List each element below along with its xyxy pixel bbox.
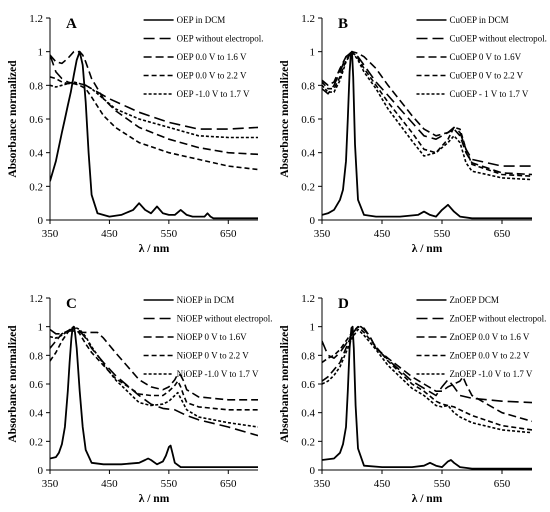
series-line xyxy=(50,50,258,220)
legend-label: ZnOEP without electropol. xyxy=(450,314,547,324)
series-line xyxy=(322,325,532,404)
legend-label: ZnOEP 0.0 V to 1.6 V xyxy=(450,332,530,342)
y-axis-title: Absorbance normalized xyxy=(279,325,291,443)
series-line xyxy=(322,50,532,220)
x-tick-label: 350 xyxy=(314,228,331,240)
chart-panel-b: 0 0.2 0.4 0.6 0.8 1 1.2 350 450 550 650 λ / nm Absor… xyxy=(279,13,547,255)
legend-label: OEP 0.0 V to 2.2 V xyxy=(177,71,247,81)
series-line xyxy=(50,50,258,156)
legend-label: CuOEP without electropol. xyxy=(450,34,547,44)
x-tick-label: 650 xyxy=(494,478,511,490)
x-tick-label: 550 xyxy=(434,228,451,240)
y-tick-label: 0.6 xyxy=(29,379,43,391)
x-axis-title: λ / nm xyxy=(412,243,443,255)
x-tick-label: 450 xyxy=(101,228,118,240)
y-tick-label: 1.2 xyxy=(301,293,315,305)
x-tick-label: 550 xyxy=(434,478,451,490)
y-tick-label: 0.4 xyxy=(301,408,315,420)
x-tick-label: 650 xyxy=(220,478,237,490)
panel-letter: D xyxy=(338,296,349,312)
series-line xyxy=(322,325,532,470)
series-line xyxy=(322,325,532,431)
x-tick-label: 550 xyxy=(161,228,178,240)
legend-label: CuOEP 0 V to 2.2 V xyxy=(450,71,524,81)
legend-label: CuOEP - 1 V to 1.7 V xyxy=(450,89,529,99)
legend-label: CuOEP in DCM xyxy=(450,15,509,25)
y-tick-label: 0 xyxy=(38,215,44,227)
y-tick-label: 0.8 xyxy=(29,350,43,362)
y-tick-label: 0.6 xyxy=(29,114,43,126)
legend-label: OEP without electropol. xyxy=(177,34,264,44)
series-line xyxy=(322,328,532,434)
y-tick-label: 1 xyxy=(38,322,44,334)
legend-label: ZnOEP 0.0 V to 2.2 V xyxy=(450,351,530,361)
panel-letter: B xyxy=(338,16,348,32)
chart-panel-c: 0 0.2 0.4 0.6 0.8 1 1.2 350 450 550 650 λ / nm Absor… xyxy=(7,293,273,505)
legend-label: ZnOEP DCM xyxy=(450,295,499,305)
series-line xyxy=(50,325,258,428)
x-tick-label: 450 xyxy=(374,228,391,240)
legend-label: CuOEP 0 V to 1.6V xyxy=(450,52,522,62)
x-axis-title: λ / nm xyxy=(139,243,170,255)
y-tick-label: 1 xyxy=(310,322,316,334)
series-line xyxy=(322,50,532,167)
y-tick-label: 0.8 xyxy=(29,80,43,92)
x-axis-title: λ / nm xyxy=(412,493,443,505)
y-tick-label: 1 xyxy=(38,47,44,59)
legend-label: ZnOEP -1.0 V to 1.7 V xyxy=(450,369,533,379)
y-tick-label: 1.2 xyxy=(29,293,43,305)
y-tick-label: 0.6 xyxy=(301,114,315,126)
y-tick-label: 0 xyxy=(38,465,44,477)
x-tick-label: 450 xyxy=(101,478,118,490)
series-line xyxy=(322,50,532,177)
y-tick-label: 0.4 xyxy=(29,148,43,160)
y-axis-title: Absorbance normalized xyxy=(7,60,19,178)
chart-panel-d: 0 0.2 0.4 0.6 0.8 1 1.2 350 450 550 650 λ / nm Absor… xyxy=(279,293,546,505)
series-line xyxy=(322,50,532,176)
series-line xyxy=(322,325,532,423)
legend-label: NiOEP without electropol. xyxy=(177,314,273,324)
x-tick-label: 650 xyxy=(220,228,237,240)
legend-label: NiOEP 0 V to 1.6V xyxy=(177,332,248,342)
y-tick-label: 1.2 xyxy=(301,13,315,25)
panel-letter: A xyxy=(66,16,77,32)
y-tick-label: 0.8 xyxy=(301,350,315,362)
y-tick-label: 0 xyxy=(310,215,316,227)
x-axis-title: λ / nm xyxy=(139,493,170,505)
y-tick-label: 0.4 xyxy=(301,148,315,160)
series-line xyxy=(50,81,258,139)
y-tick-label: 0.6 xyxy=(301,379,315,391)
x-tick-label: 650 xyxy=(494,228,511,240)
x-tick-label: 350 xyxy=(42,478,59,490)
series-line xyxy=(50,330,258,401)
chart-panel-a: 0 0.2 0.4 0.6 0.8 1 1.2 350 450 550 650 λ / nm Absor… xyxy=(7,13,264,255)
x-tick-label: 350 xyxy=(314,478,331,490)
legend-label: NiOEP -1.0 V to 1.7 V xyxy=(177,369,259,379)
y-tick-label: 0.8 xyxy=(301,80,315,92)
series-line xyxy=(322,50,532,181)
y-tick-label: 0.2 xyxy=(29,181,43,193)
y-tick-label: 0 xyxy=(310,465,316,477)
series-line xyxy=(50,76,258,171)
y-tick-label: 1.2 xyxy=(29,13,43,25)
legend-label: OEP -1.0 V to 1.7 V xyxy=(177,89,250,99)
panel-letter: C xyxy=(66,296,77,312)
legend-label: OEP 0.0 V to 1.6 V xyxy=(177,52,247,62)
y-tick-label: 0.2 xyxy=(301,436,315,448)
x-tick-label: 350 xyxy=(42,228,59,240)
x-tick-label: 450 xyxy=(374,478,391,490)
legend-label: NiOEP in DCM xyxy=(177,295,235,305)
y-axis-title: Absorbance normalized xyxy=(7,325,19,443)
x-tick-label: 550 xyxy=(161,478,178,490)
y-tick-label: 0.2 xyxy=(29,436,43,448)
y-tick-label: 0.4 xyxy=(29,408,43,420)
y-axis-title: Absorbance normalized xyxy=(279,60,291,178)
y-tick-label: 0.2 xyxy=(301,181,315,193)
y-tick-label: 1 xyxy=(310,47,316,59)
legend-label: OEP in DCM xyxy=(177,15,226,25)
legend-label: NiOEP 0 V to 2.2 V xyxy=(177,351,250,361)
series-line xyxy=(50,325,258,468)
series-line xyxy=(50,325,258,411)
